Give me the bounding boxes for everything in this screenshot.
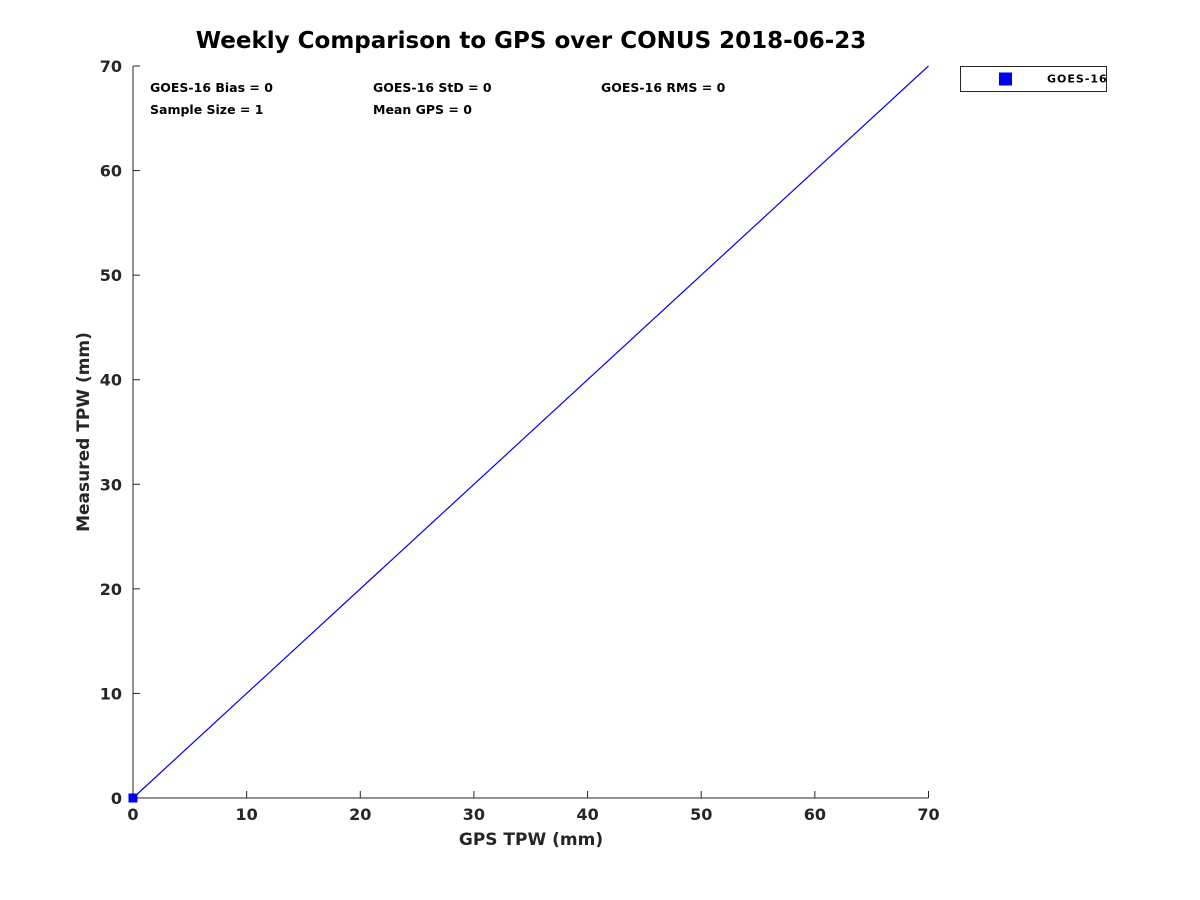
y-tick-label: 60 bbox=[100, 162, 122, 181]
legend-label: GOES-16 bbox=[1047, 72, 1108, 86]
chart-title: Weekly Comparison to GPS over CONUS 2018… bbox=[195, 28, 867, 54]
y-tick-label: 20 bbox=[100, 580, 122, 599]
y-tick-label: 30 bbox=[100, 475, 122, 494]
x-tick-label: 10 bbox=[236, 805, 258, 824]
data-point-marker bbox=[128, 793, 138, 803]
stat-std: GOES-16 StD = 0 bbox=[373, 80, 492, 95]
x-tick-label: 40 bbox=[576, 805, 598, 824]
stat-sample-size: Sample Size = 1 bbox=[150, 102, 264, 117]
y-tick-label: 0 bbox=[111, 789, 122, 808]
legend: GOES-16 bbox=[960, 66, 1107, 92]
stat-rms: GOES-16 RMS = 0 bbox=[601, 80, 726, 95]
x-tick-label: 50 bbox=[690, 805, 712, 824]
x-tick-label: 0 bbox=[127, 805, 138, 824]
legend-marker-square-icon bbox=[999, 72, 1012, 86]
x-tick-label: 30 bbox=[463, 805, 485, 824]
reference-line bbox=[132, 65, 929, 799]
x-tick-label: 60 bbox=[804, 805, 826, 824]
x-tick-label: 70 bbox=[917, 805, 939, 824]
y-tick-label: 70 bbox=[100, 57, 122, 76]
y-tick-label: 40 bbox=[100, 371, 122, 390]
y-tick-label: 50 bbox=[100, 266, 122, 285]
stat-bias: GOES-16 Bias = 0 bbox=[150, 80, 273, 95]
x-tick-label: 20 bbox=[349, 805, 371, 824]
x-axis-label: GPS TPW (mm) bbox=[458, 830, 604, 850]
y-tick-label: 10 bbox=[100, 684, 122, 703]
stat-mean-gps: Mean GPS = 0 bbox=[373, 102, 472, 117]
